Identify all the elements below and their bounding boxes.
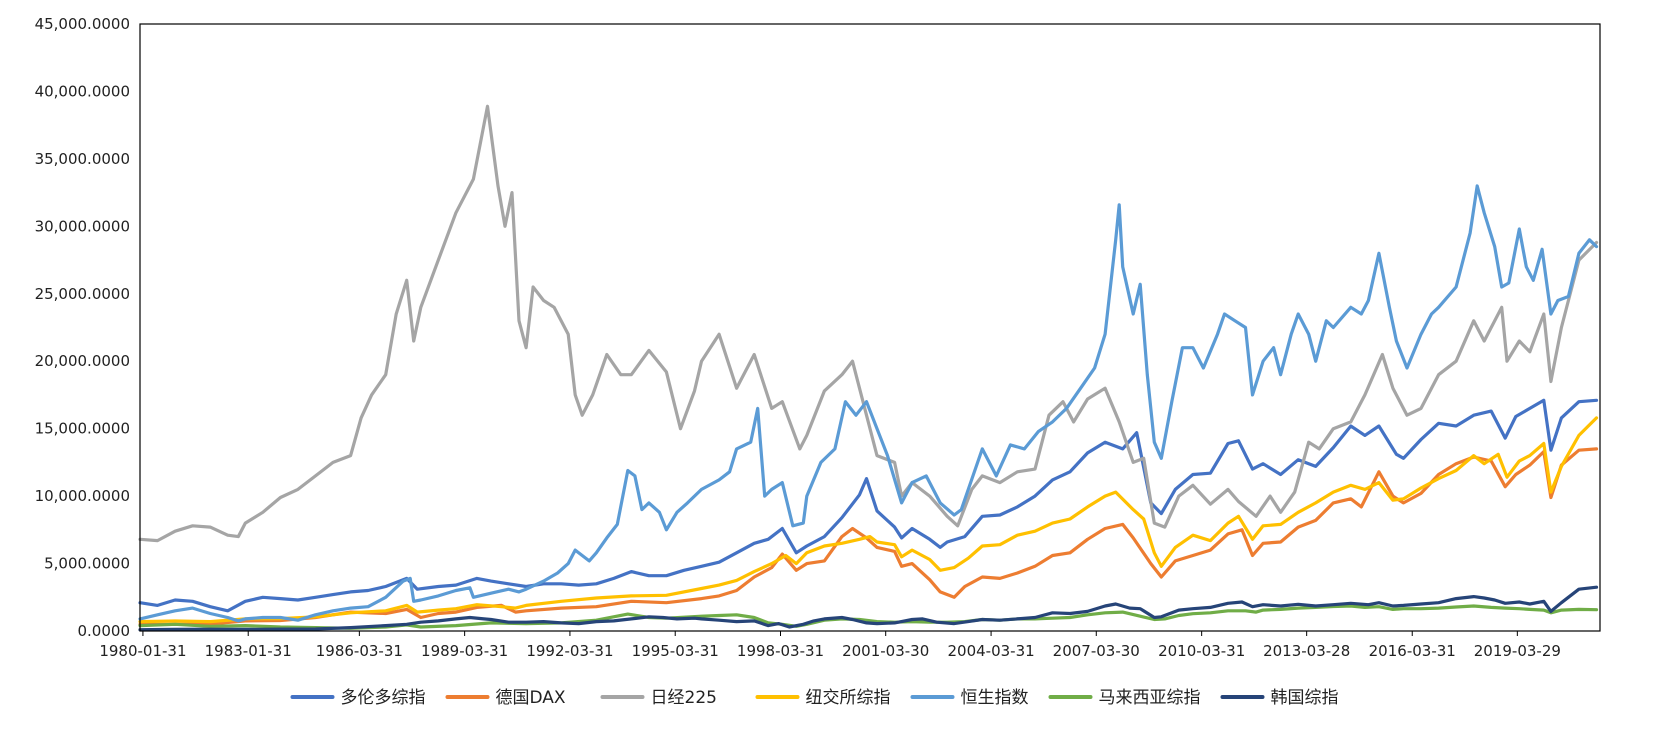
x-tick-label: 1986-03-31 bbox=[316, 642, 403, 660]
legend-label-2: 日经225 bbox=[651, 688, 717, 708]
y-tick-label: 35,000.0000 bbox=[35, 150, 130, 168]
x-tick-label: 2010-03-31 bbox=[1158, 642, 1245, 660]
legend-label-1: 德国DAX bbox=[496, 688, 566, 708]
series-line-6 bbox=[138, 585, 1599, 632]
x-tick-label: 2007-03-30 bbox=[1053, 642, 1140, 660]
legend-label-3: 纽交所综指 bbox=[806, 688, 891, 708]
y-tick-label: 10,000.0000 bbox=[35, 487, 130, 505]
x-tick-label: 1998-03-31 bbox=[737, 642, 824, 660]
y-tick-label: 15,000.0000 bbox=[35, 420, 130, 438]
y-axis-ticks: 0.0000 5,000.0000 10,000.0000 15,000.0000 20… bbox=[35, 15, 130, 640]
series-line-2 bbox=[138, 104, 1599, 543]
y-tick-label: 5,000.0000 bbox=[44, 555, 130, 573]
legend-label-4: 恒生指数 bbox=[961, 688, 1029, 708]
plot-area-frame bbox=[139, 23, 1601, 632]
x-tick-label: 2013-03-28 bbox=[1263, 642, 1350, 660]
x-tick-label: 2004-03-31 bbox=[947, 642, 1034, 660]
series-line-5 bbox=[138, 604, 1599, 630]
x-tick-label: 1980-01-31 bbox=[99, 642, 186, 660]
x-tick-label: 2019-03-29 bbox=[1474, 642, 1561, 660]
y-tick-label: 45,000.0000 bbox=[35, 15, 130, 33]
legend-label-0: 多伦多综指 bbox=[341, 688, 426, 708]
series-line-4 bbox=[138, 184, 1599, 623]
legend-label-6: 韩国综指 bbox=[1271, 688, 1339, 708]
series-line-3 bbox=[138, 416, 1599, 624]
y-tick-label: 40,000.0000 bbox=[35, 82, 130, 100]
x-axis-ticks: 1980-01-31 1983-01-31 1986-03-31 1989-03-31… bbox=[99, 631, 1561, 660]
x-tick-label: 1995-03-31 bbox=[632, 642, 719, 660]
legend-label-5: 马来西亚综指 bbox=[1099, 688, 1201, 708]
y-tick-label: 30,000.0000 bbox=[35, 217, 130, 235]
x-tick-label: 1989-03-31 bbox=[421, 642, 508, 660]
legend: 多伦多综指 德国DAX 日经225 纽交所综指 恒生指数 马来西亚综指 韩国综指 bbox=[290, 688, 1339, 708]
series-layer bbox=[138, 104, 1599, 632]
x-tick-label: 1992-03-31 bbox=[526, 642, 613, 660]
x-tick-label: 2001-03-30 bbox=[842, 642, 929, 660]
x-tick-label: 2016-03-31 bbox=[1369, 642, 1456, 660]
y-tick-label: 25,000.0000 bbox=[35, 285, 130, 303]
y-tick-label: 0.0000 bbox=[78, 622, 131, 640]
x-tick-label: 1983-01-31 bbox=[205, 642, 292, 660]
y-tick-label: 20,000.0000 bbox=[35, 352, 130, 370]
